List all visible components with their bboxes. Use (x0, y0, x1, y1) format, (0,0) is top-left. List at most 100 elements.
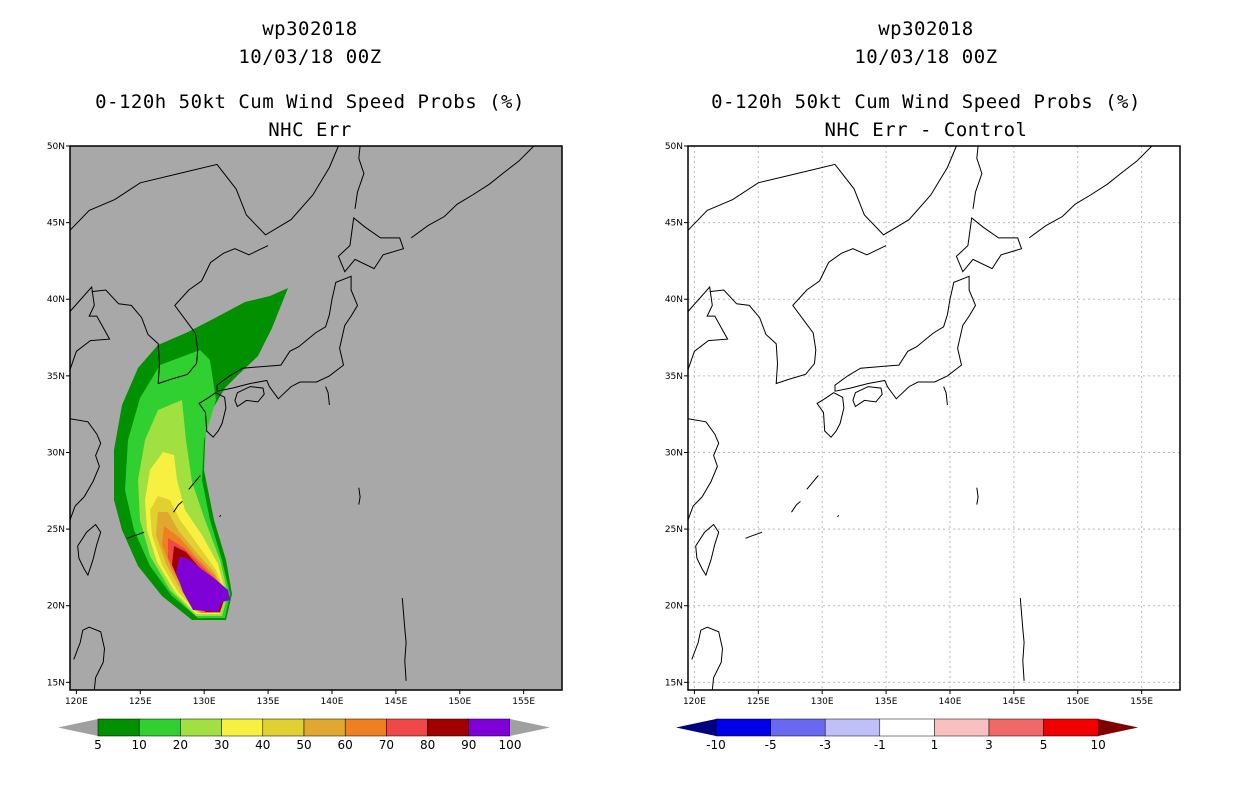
coast-sakhalin (972, 145, 983, 209)
coast-marianas (401, 598, 407, 681)
left-map-frame (69, 145, 563, 691)
lat-tick-label: 15N (47, 678, 65, 688)
lon-tick-label: 125E (129, 697, 152, 707)
lon-tick-label: 155E (1130, 697, 1153, 707)
lon-tick-label: 145E (1002, 697, 1025, 707)
colorbar-label: 5 (94, 738, 102, 752)
lon-tick-label: 120E (683, 697, 706, 707)
lon-tick-label: 125E (747, 697, 770, 707)
colorbar-label: 5 (1040, 738, 1048, 752)
left-title-product: 0-120h 50kt Cum Wind Speed Probs (%) (95, 91, 525, 113)
right-map-background (688, 146, 1180, 690)
lat-tick-label: 30N (665, 448, 683, 458)
coast-kurils (1028, 145, 1153, 239)
lon-tick-label: 140E (939, 697, 962, 707)
colorbar-label: 70 (379, 738, 394, 752)
coast-china-south (687, 418, 720, 521)
lon-tick-label: 135E (257, 697, 280, 707)
coast-kyushu (198, 392, 227, 438)
colorbar-segment (1043, 718, 1099, 737)
left-title-storm-id: wp302018 (262, 18, 358, 40)
lon-tick-label: 130E (193, 697, 216, 707)
colorbar-label: 10 (132, 738, 147, 752)
colorbar-segment (97, 718, 140, 737)
lon-tick-label: 120E (65, 697, 88, 707)
lat-tick-label: 40N (47, 295, 65, 305)
colorbar-segment (344, 718, 387, 737)
lon-tick-label: 150E (448, 697, 471, 707)
coast-izu-islands (943, 386, 948, 406)
coast-honshu (834, 275, 977, 400)
colorbar-label: 10 (1091, 738, 1106, 752)
colorbar-segment (180, 718, 222, 737)
coast-taiwan (77, 523, 102, 577)
left-coastlines (69, 145, 535, 691)
colorbar-segment (715, 718, 771, 737)
colorbar-segment (879, 718, 935, 737)
colorbar-over-arrow (1098, 719, 1139, 736)
coast-hokkaido (955, 217, 1023, 273)
lat-tick-label: 35N (665, 372, 683, 382)
colorbar-over-arrow (510, 719, 550, 736)
colorbar-label: 1 (931, 738, 939, 752)
lon-tick-label: 135E (875, 697, 898, 707)
left-title-datetime: 10/03/18 00Z (238, 46, 382, 68)
colorbar-label: 90 (461, 738, 476, 752)
coast-daito (219, 514, 222, 518)
coast-bonin (976, 487, 979, 505)
colorbar-label: -10 (706, 738, 726, 752)
colorbar-label: -5 (765, 738, 777, 752)
colorbar-label: 80 (420, 738, 435, 752)
lat-tick-label: 15N (665, 678, 683, 688)
colorbar-segment (221, 718, 264, 737)
colorbar-label: 50 (296, 738, 311, 752)
coast-luzon (691, 626, 724, 691)
colorbar-label: 20 (173, 738, 188, 752)
lon-tick-label: 145E (384, 697, 407, 707)
right-title-product: 0-120h 50kt Cum Wind Speed Probs (%) (711, 91, 1141, 113)
coast-ryukyu-2 (188, 475, 201, 490)
coast-taiwan (695, 523, 720, 577)
right-coastlines (687, 145, 1153, 691)
left-title-subtitle: NHC Err (268, 119, 352, 141)
coast-marianas (1019, 598, 1025, 681)
right-title-datetime: 10/03/18 00Z (854, 46, 998, 68)
probability-swath (114, 288, 288, 620)
coast-china-east (687, 285, 729, 370)
coast-shikoku (852, 386, 883, 408)
lon-tick-label: 130E (811, 697, 834, 707)
lat-tick-label: 45N (665, 219, 683, 229)
colorbar-under-arrow (58, 719, 98, 736)
coast-luzon (73, 626, 106, 691)
coast-daito (837, 514, 840, 518)
colorbar-segment (303, 718, 346, 737)
lat-tick-label: 50N (47, 142, 65, 152)
lat-tick-label: 20N (665, 602, 683, 612)
coast-ryukyu-3 (745, 531, 763, 539)
colorbar-segment (468, 718, 511, 737)
coast-kyushu (816, 392, 845, 438)
colorbar-label: 3 (985, 738, 993, 752)
colorbar-segment (427, 718, 470, 737)
coast-shikoku (234, 386, 265, 408)
swath-band-90 (176, 556, 230, 612)
lat-tick-label: 20N (47, 602, 65, 612)
coast-korea (709, 245, 887, 385)
coast-kurils (410, 145, 535, 239)
colorbar-under-arrow (676, 719, 716, 736)
coast-ryukyu-3 (127, 531, 145, 539)
coast-hokkaido (337, 217, 405, 273)
coast-china-korea-north (69, 145, 339, 236)
coast-bonin (358, 487, 361, 505)
colorbar-label: 60 (338, 738, 353, 752)
coast-korea (91, 245, 269, 385)
right-colorbar: -10 -5 -3 -1 1 3 5 10 (676, 718, 1139, 752)
colorbar-segment (138, 718, 181, 737)
colorbar-segment (824, 718, 881, 737)
colorbar-segment (262, 718, 305, 737)
coast-china-korea-north (687, 145, 957, 236)
